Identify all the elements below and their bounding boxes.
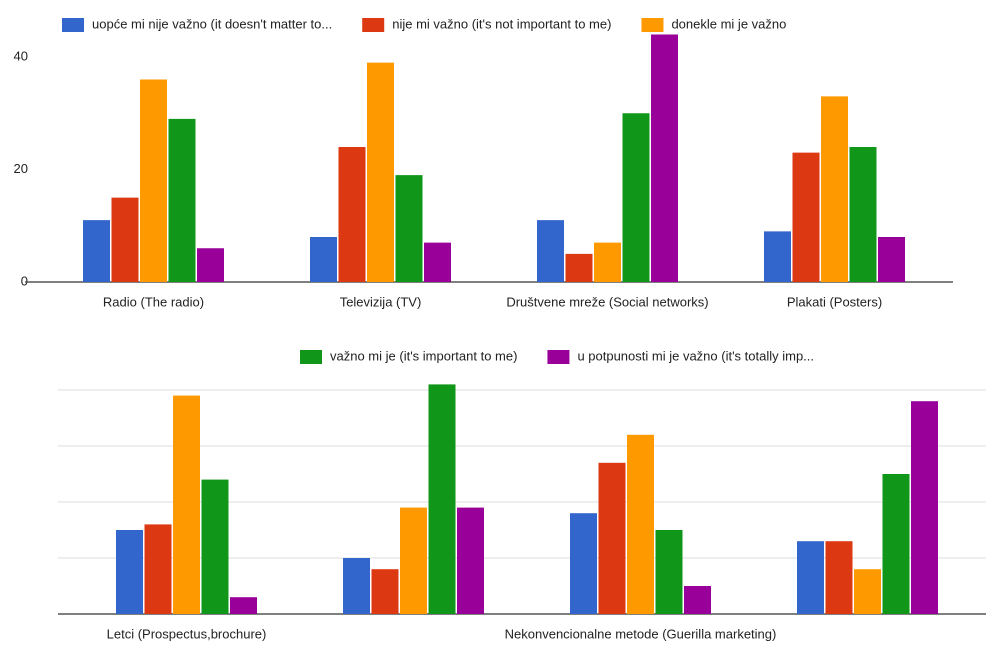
- bar: [565, 253, 593, 282]
- bar: [627, 434, 654, 614]
- bar: [173, 395, 200, 614]
- y-tick-label: 40: [14, 48, 28, 63]
- bar: [570, 513, 597, 614]
- x-tick-label: Plakati (Posters): [787, 294, 882, 309]
- x-tick-label: Društvene mreže (Social networks): [506, 294, 708, 309]
- bar: [338, 147, 366, 282]
- bar: [230, 597, 257, 614]
- legend-swatch: [641, 18, 664, 32]
- bar: [428, 384, 456, 614]
- y-tick-label: 0: [21, 273, 28, 288]
- legend-swatch: [547, 350, 570, 364]
- bar: [367, 62, 394, 282]
- bar: [111, 197, 139, 282]
- bar: [144, 524, 172, 614]
- legend-label: uopće mi nije važno (it doesn't matter t…: [92, 16, 332, 31]
- legend-swatch: [362, 18, 385, 32]
- bar: [655, 530, 683, 614]
- bar: [457, 507, 484, 614]
- bar: [911, 401, 938, 614]
- bar: [201, 479, 229, 614]
- bar: [849, 147, 877, 282]
- bar: [882, 474, 910, 614]
- legend-label: donekle mi je važno: [671, 16, 786, 31]
- bar: [825, 541, 853, 614]
- bar: [168, 118, 196, 282]
- bar: [83, 220, 110, 282]
- bar: [821, 96, 848, 282]
- bar: [594, 242, 621, 282]
- bar: [622, 113, 650, 282]
- bar: [310, 237, 337, 282]
- legend-swatch: [62, 18, 84, 32]
- bar: [651, 34, 678, 282]
- x-tick-label: Nekonvencionalne metode (Guerilla market…: [505, 626, 777, 641]
- bar: [878, 237, 905, 282]
- legend-label: u potpunosti mi je važno (it's totally i…: [577, 348, 814, 363]
- x-tick-label: Letci (Prospectus,brochure): [107, 626, 267, 641]
- x-tick-label: Televizija (TV): [340, 294, 422, 309]
- bar: [197, 248, 224, 282]
- bar: [598, 462, 626, 614]
- legend-label: važno mi je (it's important to me): [330, 348, 517, 363]
- x-tick-label: Radio (The radio): [103, 294, 204, 309]
- bar: [424, 242, 451, 282]
- bar: [371, 569, 399, 614]
- bar: [684, 586, 711, 614]
- bar: [854, 569, 881, 614]
- bar: [140, 79, 167, 282]
- y-tick-label: 20: [14, 161, 28, 176]
- legend-swatch: [300, 350, 322, 364]
- legend-label: nije mi važno (it's not important to me): [392, 16, 611, 31]
- bar: [537, 220, 564, 282]
- bar: [343, 558, 370, 614]
- bar: [764, 231, 791, 282]
- bar: [395, 175, 423, 282]
- bar: [792, 152, 820, 282]
- bar: [116, 530, 143, 614]
- bar: [400, 507, 427, 614]
- bar: [797, 541, 824, 614]
